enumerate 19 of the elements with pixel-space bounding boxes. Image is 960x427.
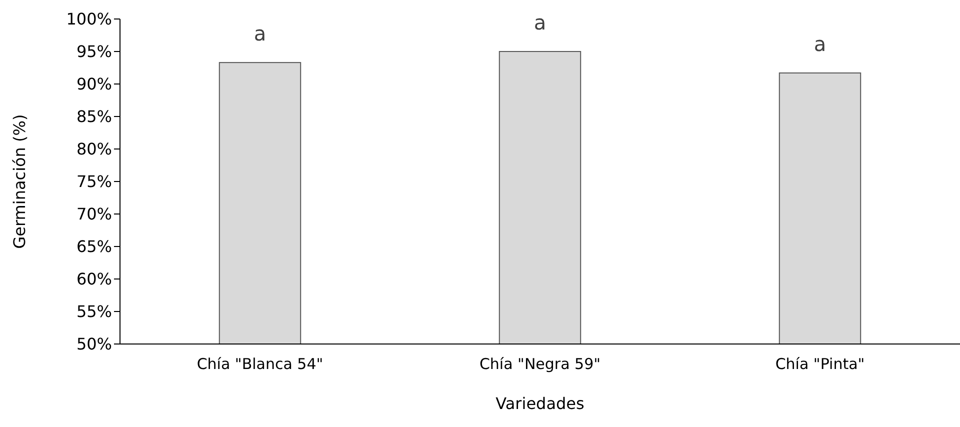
x-tick-label: Chía "Negra 59" bbox=[479, 355, 601, 373]
y-tick-label: 90% bbox=[76, 74, 112, 94]
y-tick-label: 65% bbox=[76, 237, 112, 256]
y-tick-label: 100% bbox=[66, 10, 112, 29]
x-axis-title: Variedades bbox=[496, 394, 584, 413]
y-tick-label: 85% bbox=[76, 107, 112, 126]
y-tick-label: 80% bbox=[76, 140, 112, 159]
x-tick-label: Chía "Pinta" bbox=[775, 355, 865, 373]
y-axis-title: Germinación (%) bbox=[10, 114, 29, 249]
y-tick-label: 75% bbox=[76, 172, 112, 192]
y-tick-label: 50% bbox=[76, 334, 112, 354]
annotation: a bbox=[254, 22, 266, 46]
y-tick-label: 55% bbox=[76, 302, 112, 322]
annotation: a bbox=[814, 32, 826, 56]
annotation: a bbox=[534, 10, 546, 34]
y-tick-label: 60% bbox=[76, 270, 112, 289]
x-tick-label: Chía "Blanca 54" bbox=[196, 355, 324, 373]
y-tick-label: 95% bbox=[76, 42, 112, 62]
y-tick-label: 70% bbox=[76, 204, 112, 224]
